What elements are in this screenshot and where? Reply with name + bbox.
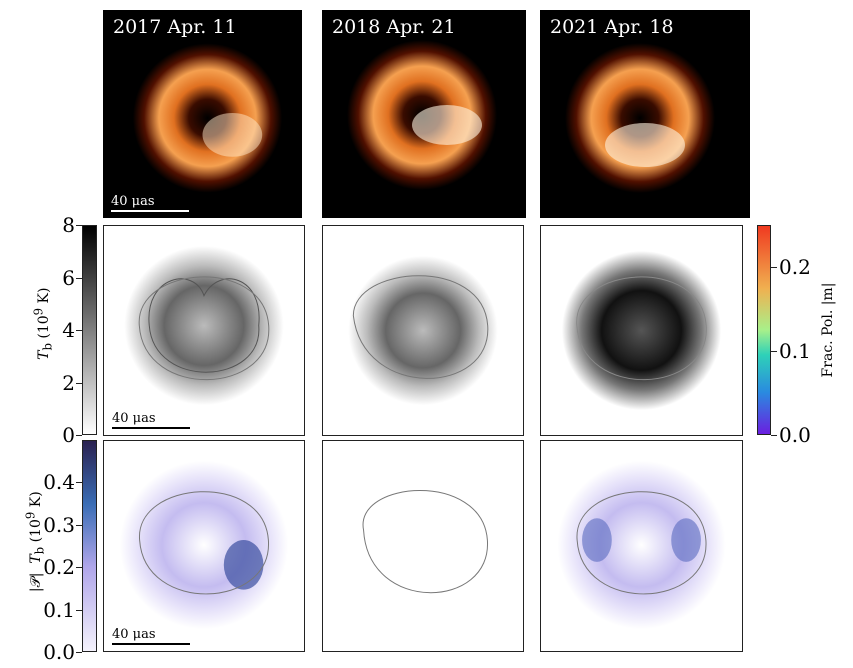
frac-pol-colorbar — [757, 225, 771, 435]
colorbar-tick-label: 8 — [62, 213, 75, 237]
colorbar-tick-label: 0 — [62, 423, 75, 447]
epoch-label: 2021 Apr. 18 — [550, 16, 674, 38]
epoch-label: 2018 Apr. 21 — [332, 16, 456, 38]
colorbar-tick-label: 2 — [62, 370, 75, 395]
colorbar-tick — [771, 435, 777, 436]
colorbar-tick — [76, 435, 82, 436]
scale-bar: 40 μas — [112, 411, 190, 429]
polarized-2021 — [540, 440, 743, 652]
colorbar-tick-label: 0.0 — [779, 423, 811, 447]
colorbar-tick — [76, 524, 82, 526]
colorbar-tick-label: 0.2 — [779, 255, 811, 279]
colorbar-tick-label: 0.1 — [43, 597, 75, 622]
scale-bar: 40 μas — [111, 194, 189, 212]
epoch-label: 2017 Apr. 11 — [113, 16, 237, 38]
colorbar-tick — [76, 330, 82, 331]
colorbar-tick — [771, 267, 777, 268]
frac-pol-colorbar-label: Frac. Pol. |m| — [820, 282, 836, 378]
brightness-colorbar — [82, 225, 97, 435]
colorbar-tick-label: 4 — [62, 318, 75, 342]
colorbar-tick-label: 0.2 — [43, 555, 75, 580]
image-2021: 2021 Apr. 18 — [540, 10, 750, 218]
polarized-colorbar-label: |𝒫| Tb (109 K) — [23, 491, 47, 593]
colorbar-tick-label: 0.3 — [43, 512, 75, 537]
colorbar-tick-label: 0.0 — [43, 640, 75, 664]
scale-bar: 40 μas — [112, 627, 190, 645]
colorbar-tick — [76, 225, 82, 226]
colorbar-tick — [76, 567, 82, 569]
colorbar-tick — [76, 652, 82, 653]
colorbar-tick — [76, 609, 82, 611]
image-2017: 2017 Apr. 11 40 μas — [103, 10, 302, 218]
colorbar-tick — [76, 277, 82, 279]
polarized-2017: 40 μas — [103, 440, 305, 652]
colorbar-tick — [771, 351, 777, 352]
colorbar-tick — [76, 482, 82, 484]
brightness-2018 — [322, 225, 524, 436]
brightness-2017: 40 μas — [103, 225, 305, 436]
colorbar-tick — [76, 382, 82, 384]
brightness-colorbar-label: Tb (109 K) — [31, 287, 55, 360]
polarized-2018 — [322, 440, 524, 652]
brightness-2021 — [540, 225, 743, 436]
colorbar-tick-label: 6 — [62, 265, 75, 290]
polarized-colorbar — [82, 440, 97, 652]
colorbar-tick-label: 0.4 — [43, 470, 75, 495]
image-2018: 2018 Apr. 21 — [322, 10, 526, 218]
colorbar-tick-label: 0.1 — [779, 339, 811, 363]
